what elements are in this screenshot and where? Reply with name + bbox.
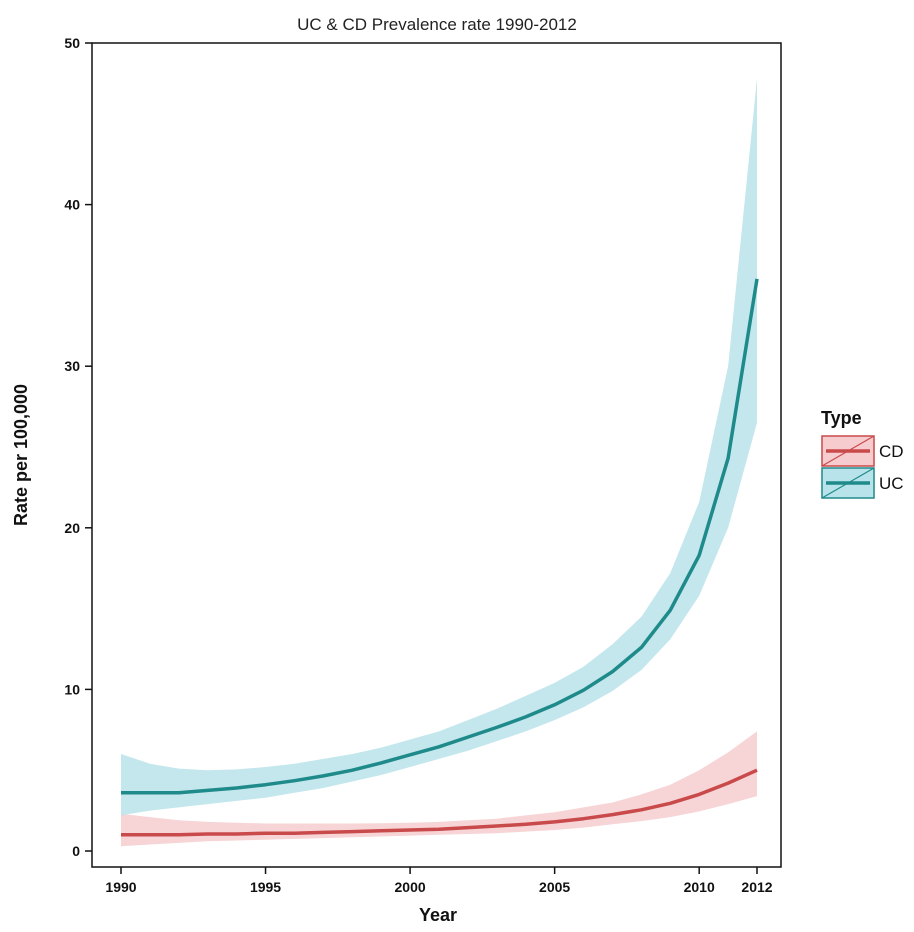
cd-series-line — [121, 768, 758, 837]
x-tick-label: 1990 — [105, 879, 136, 895]
plot-frame — [91, 42, 782, 868]
x-tick-label: 1995 — [250, 879, 281, 895]
chart-title: UC & CD Prevalence rate 1990-2012 — [297, 15, 577, 34]
y-tick-label: 0 — [72, 843, 80, 859]
x-axis: 1990 1995 2000 2005 2010 2012 — [105, 867, 773, 895]
legend-label-uc: UC — [879, 474, 904, 493]
y-tick-label: 20 — [64, 520, 80, 536]
y-tick-label: 10 — [64, 681, 80, 697]
legend-item-uc: UC — [821, 467, 904, 499]
y-tick-label: 30 — [64, 358, 80, 374]
legend-label-cd: CD — [879, 442, 904, 461]
legend-title: Type — [821, 408, 862, 428]
x-tick-label: 2000 — [395, 879, 426, 895]
y-tick-label: 40 — [64, 197, 80, 213]
y-tick-label: 50 — [64, 35, 80, 51]
y-axis: 0 10 20 30 40 50 — [64, 35, 92, 859]
series-lines — [121, 278, 759, 837]
y-axis-label: Rate per 100,000 — [11, 384, 31, 526]
confidence-bands — [121, 78, 757, 847]
legend: Type CD UC — [821, 408, 904, 499]
uc-confidence-band — [121, 78, 757, 816]
x-tick-label: 2010 — [684, 879, 715, 895]
x-axis-label: Year — [419, 905, 457, 925]
x-tick-label: 2005 — [539, 879, 570, 895]
x-tick-label: 2012 — [741, 879, 772, 895]
legend-item-cd: CD — [821, 435, 904, 467]
uc-series-line — [121, 278, 759, 795]
